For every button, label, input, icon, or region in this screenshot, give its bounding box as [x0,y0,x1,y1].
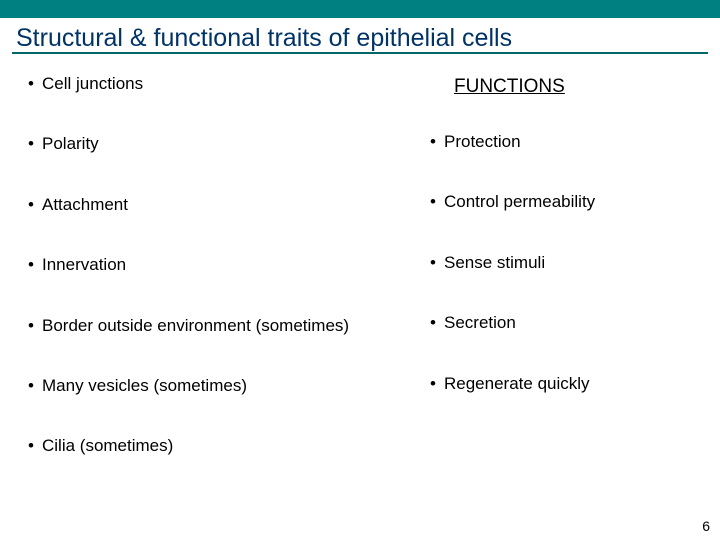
bullet-icon: • [28,134,42,154]
list-item: • Innervation [28,255,410,275]
slide-title: Structural & functional traits of epithe… [16,24,512,53]
bullet-icon: • [430,253,444,273]
slide-content: • Cell junctions • Polarity • Attachment… [0,74,720,514]
top-accent-bar [0,0,720,18]
list-item: • Cilia (sometimes) [28,436,410,456]
bullet-text: Cilia (sometimes) [42,436,173,456]
list-item: • Border outside environment (sometimes) [28,316,410,336]
bullet-icon: • [28,195,42,215]
bullet-icon: • [430,313,444,333]
list-item: • Many vesicles (sometimes) [28,376,410,396]
list-item: • Regenerate quickly [430,374,720,394]
list-item: • Control permeability [430,192,720,212]
bullet-text: Protection [444,132,521,152]
functions-heading: FUNCTIONS [454,76,720,98]
list-item: • Secretion [430,313,720,333]
page-number: 6 [702,518,710,534]
bullet-icon: • [28,74,42,94]
bullet-text: Polarity [42,134,99,154]
list-item: • Protection [430,132,720,152]
right-column: FUNCTIONS • Protection • Control permeab… [410,74,720,514]
list-item: • Attachment [28,195,410,215]
bullet-icon: • [28,255,42,275]
bullet-text: Sense stimuli [444,253,545,273]
bullet-icon: • [430,374,444,394]
bullet-icon: • [28,436,42,456]
bullet-text: Cell junctions [42,74,143,94]
list-item: • Cell junctions [28,74,410,94]
list-item: • Polarity [28,134,410,154]
left-column: • Cell junctions • Polarity • Attachment… [0,74,410,514]
list-item: • Sense stimuli [430,253,720,273]
bullet-icon: • [430,132,444,152]
bullet-text: Many vesicles (sometimes) [42,376,247,396]
bullet-text: Secretion [444,313,516,333]
bullet-text: Regenerate quickly [444,374,590,394]
bullet-icon: • [28,376,42,396]
bullet-icon: • [430,192,444,212]
bullet-icon: • [28,316,42,336]
bullet-text: Border outside environment (sometimes) [42,316,349,336]
bullet-text: Innervation [42,255,126,275]
bullet-text: Control permeability [444,192,595,212]
bullet-text: Attachment [42,195,128,215]
